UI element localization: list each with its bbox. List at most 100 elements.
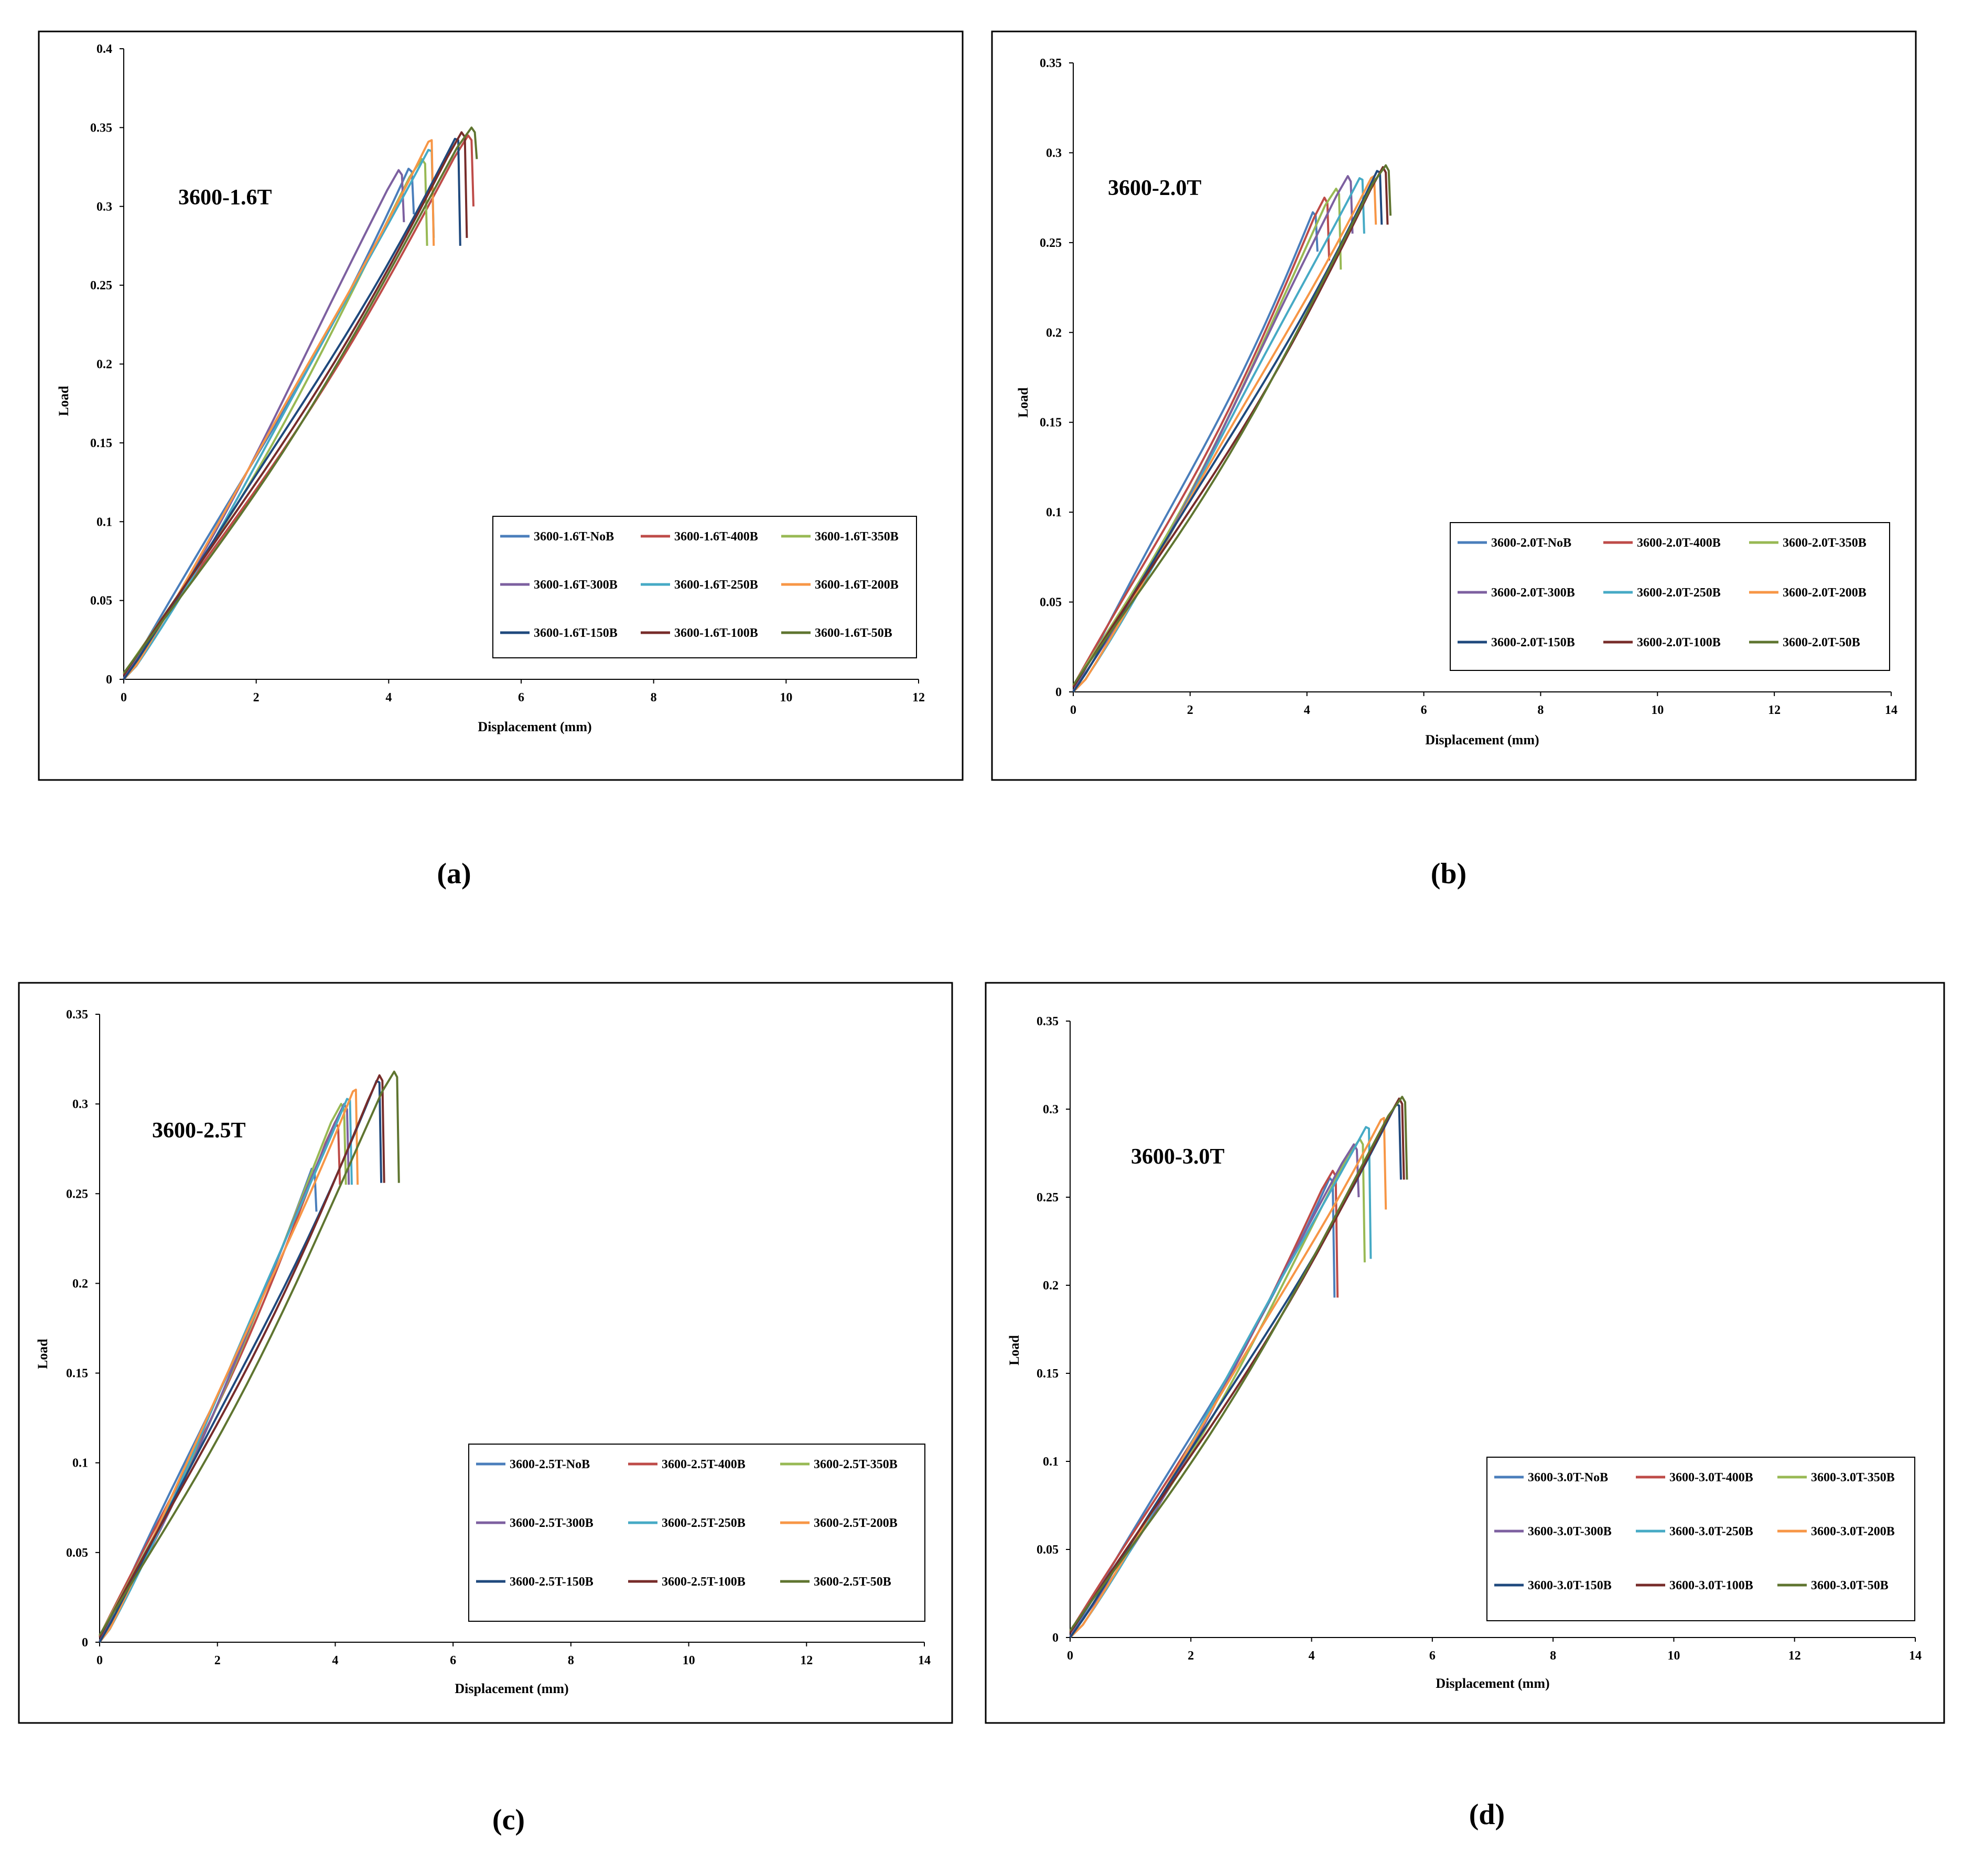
series-line bbox=[99, 1070, 400, 1636]
legend-label: 3600-3.0T-250B bbox=[1669, 1525, 1753, 1538]
y-tick-label: 0.35 bbox=[90, 121, 112, 135]
x-tick-label: 2 bbox=[1187, 703, 1193, 717]
x-tick-label: 2 bbox=[214, 1654, 221, 1667]
panel-annotation: 3600-2.0T bbox=[1108, 176, 1202, 200]
x-axis-label: Displacement (mm) bbox=[1425, 732, 1539, 747]
y-tick-label: 0.35 bbox=[66, 1008, 88, 1022]
y-axis-label: Load bbox=[56, 386, 71, 416]
legend: 3600-2.5T-NoB 3600-2.5T-400B 3600-2.5T-350… bbox=[468, 1444, 925, 1622]
legend-label: 3600-3.0T-150B bbox=[1528, 1579, 1612, 1592]
panel-caption: (c) bbox=[492, 1804, 525, 1836]
legend: 3600-2.0T-NoB 3600-2.0T-400B 3600-2.0T-350… bbox=[1450, 522, 1890, 671]
x-tick-label: 0 bbox=[1070, 703, 1076, 717]
x-tick-label: 8 bbox=[1537, 703, 1544, 717]
y-tick-label: 0.15 bbox=[1037, 1367, 1059, 1381]
legend-label: 3600-3.0T-NoB bbox=[1528, 1471, 1608, 1484]
x-tick-label: 12 bbox=[1788, 1649, 1801, 1663]
legend-frame bbox=[492, 516, 917, 658]
legend-label: 3600-2.5T-NoB bbox=[510, 1458, 590, 1471]
legend-label: 3600-1.6T-150B bbox=[534, 626, 618, 640]
y-tick-label: 0.1 bbox=[1046, 506, 1062, 519]
legend-label: 3600-2.0T-300B bbox=[1491, 586, 1575, 600]
y-tick-label: 0.3 bbox=[1046, 146, 1062, 160]
panel-d: 3600-3.0T Displacement (mm) Load 0 2 4 6 8 10… bbox=[985, 982, 1945, 1831]
legend-label: 3600-2.5T-100B bbox=[662, 1575, 746, 1589]
x-axis-label: Displacement (mm) bbox=[455, 1681, 568, 1696]
y-tick-label: 0.35 bbox=[1040, 57, 1062, 70]
y-tick-label: 0.05 bbox=[1040, 596, 1062, 610]
x-tick-label: 12 bbox=[800, 1654, 813, 1667]
legend: 3600-1.6T-NoB 3600-1.6T-400B 3600-1.6T-350… bbox=[492, 516, 917, 658]
panel-a: 3600-1.6T Displacement (mm) Load 0 2 4 6 8 10… bbox=[38, 30, 964, 890]
y-tick-label: 0.35 bbox=[1037, 1015, 1059, 1028]
legend-label: 3600-2.5T-300B bbox=[510, 1516, 594, 1530]
legend-label: 3600-2.0T-100B bbox=[1637, 636, 1721, 649]
panel-caption: (d) bbox=[1469, 1798, 1505, 1831]
panel-annotation: 3600-2.5T bbox=[152, 1119, 246, 1143]
series-line bbox=[123, 126, 478, 674]
legend-label: 3600-2.0T-250B bbox=[1637, 586, 1721, 600]
x-tick-label: 10 bbox=[780, 691, 792, 704]
panel-c: 3600-2.5T Displacement (mm) Load 0 2 4 6 8 10… bbox=[18, 982, 953, 1836]
legend-label: 3600-2.0T-NoB bbox=[1491, 536, 1571, 550]
panel-frame bbox=[38, 30, 964, 781]
legend-label: 3600-1.6T-NoB bbox=[534, 530, 614, 544]
legend-label: 3600-2.5T-350B bbox=[814, 1458, 898, 1471]
series-line bbox=[123, 131, 468, 676]
y-tick-label: 0.15 bbox=[66, 1367, 88, 1381]
legend-label: 3600-1.6T-300B bbox=[534, 578, 618, 592]
y-tick-label: 0.2 bbox=[96, 358, 112, 372]
y-tick-label: 0.4 bbox=[96, 42, 112, 56]
legend-label: 3600-1.6T-200B bbox=[815, 578, 899, 592]
x-tick-label: 4 bbox=[1309, 1649, 1315, 1663]
series-lines bbox=[99, 1070, 400, 1643]
legend-label: 3600-2.0T-400B bbox=[1637, 536, 1721, 550]
y-axis-label: Load bbox=[1016, 387, 1031, 418]
x-tick-label: 8 bbox=[568, 1654, 574, 1667]
legend-label: 3600-3.0T-350B bbox=[1811, 1471, 1895, 1484]
x-tick-label: 4 bbox=[332, 1654, 338, 1667]
y-tick-label: 0 bbox=[82, 1636, 88, 1650]
x-tick-label: 12 bbox=[1768, 703, 1781, 717]
x-tick-label: 6 bbox=[1429, 1649, 1436, 1663]
x-tick-label: 6 bbox=[518, 691, 524, 704]
legend-label: 3600-3.0T-50B bbox=[1811, 1579, 1889, 1592]
y-tick-label: 0.1 bbox=[1043, 1455, 1059, 1469]
y-tick-label: 0.25 bbox=[1037, 1191, 1059, 1205]
y-tick-label: 0 bbox=[1055, 686, 1062, 699]
legend-label: 3600-3.0T-100B bbox=[1669, 1579, 1753, 1592]
x-tick-label: 10 bbox=[1651, 703, 1664, 717]
x-tick-label: 8 bbox=[651, 691, 657, 704]
y-tick-label: 0.3 bbox=[1043, 1103, 1059, 1116]
x-tick-label: 14 bbox=[1909, 1649, 1922, 1663]
x-tick-label: 12 bbox=[912, 691, 925, 704]
series-lines bbox=[123, 126, 478, 680]
legend-frame bbox=[1450, 522, 1890, 671]
legend-label: 3600-2.5T-150B bbox=[510, 1575, 594, 1589]
x-tick-label: 14 bbox=[918, 1654, 931, 1667]
series-line bbox=[1069, 1096, 1408, 1631]
series-line bbox=[1072, 164, 1392, 686]
series-lines bbox=[1069, 1096, 1408, 1639]
legend-label: 3600-2.0T-200B bbox=[1783, 586, 1867, 600]
series-line bbox=[123, 167, 415, 680]
y-axis-label: Load bbox=[35, 1339, 50, 1369]
y-tick-label: 0.2 bbox=[72, 1277, 88, 1291]
y-tick-label: 0.05 bbox=[90, 594, 112, 608]
legend-label: 3600-2.0T-350B bbox=[1783, 536, 1867, 550]
legend-label: 3600-3.0T-200B bbox=[1811, 1525, 1895, 1538]
legend-label: 3600-1.6T-350B bbox=[815, 530, 899, 544]
legend-frame bbox=[1486, 1457, 1915, 1621]
x-tick-label: 8 bbox=[1550, 1649, 1556, 1663]
x-tick-label: 10 bbox=[1667, 1649, 1680, 1663]
legend-label: 3600-2.5T-400B bbox=[662, 1458, 746, 1471]
x-tick-label: 6 bbox=[450, 1654, 456, 1667]
x-tick-label: 0 bbox=[121, 691, 127, 704]
y-tick-label: 0.1 bbox=[72, 1457, 88, 1470]
x-tick-label: 6 bbox=[1421, 703, 1427, 717]
legend-label: 3600-2.0T-50B bbox=[1783, 636, 1860, 649]
series-line bbox=[99, 1074, 385, 1638]
y-tick-label: 0.25 bbox=[90, 279, 112, 292]
x-tick-label: 4 bbox=[385, 691, 392, 704]
